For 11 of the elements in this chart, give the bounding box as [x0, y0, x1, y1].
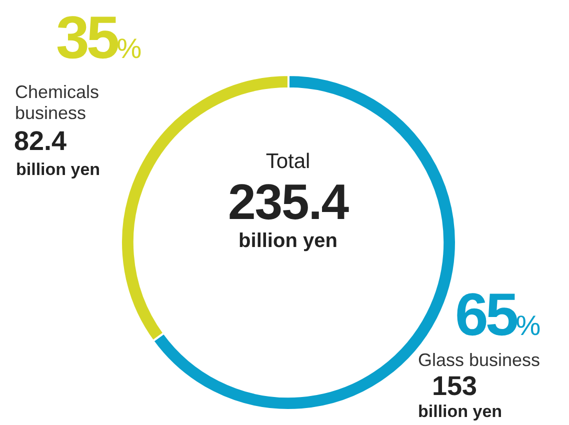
text: billion yen	[418, 402, 502, 422]
slice-label: Chemicals business	[15, 82, 100, 124]
text: 35%	[56, 4, 142, 73]
text: billion yen	[16, 160, 100, 180]
text: billion yen	[238, 230, 338, 253]
data-label: 82.4	[14, 126, 67, 156]
text: 235.4	[226, 174, 350, 230]
data-label: 153	[432, 371, 478, 401]
text: 65%	[455, 281, 541, 348]
text: Total	[264, 150, 312, 174]
slice-label: Glass business	[418, 350, 542, 371]
